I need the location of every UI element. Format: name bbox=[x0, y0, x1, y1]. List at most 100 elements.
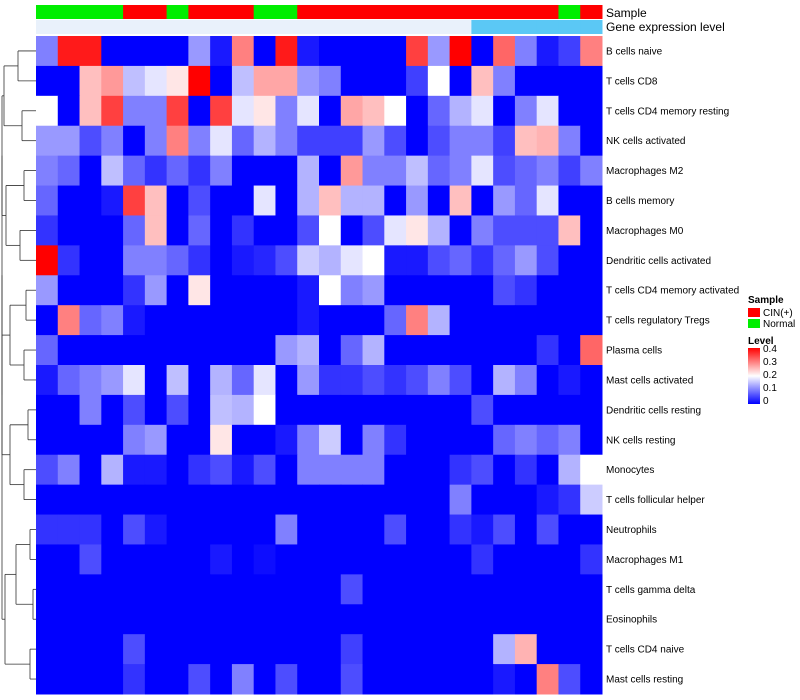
row-label: T cells CD4 memory resting bbox=[606, 106, 729, 117]
heatmap-cell bbox=[144, 65, 168, 97]
heatmap-cell bbox=[57, 664, 81, 695]
legend-level-title: Level bbox=[748, 336, 774, 347]
heatmap-cell bbox=[297, 664, 320, 695]
heatmap-cell bbox=[253, 424, 276, 456]
heatmap-cell bbox=[231, 424, 255, 456]
heatmap-cell bbox=[580, 36, 603, 67]
heatmap-cell bbox=[362, 664, 385, 695]
heatmap-cell bbox=[384, 514, 407, 545]
heatmap-cell bbox=[297, 454, 320, 486]
heatmap-cell bbox=[340, 544, 364, 575]
heatmap-cell bbox=[297, 125, 320, 157]
heatmap-cell bbox=[514, 604, 538, 635]
heatmap-cell bbox=[166, 215, 189, 246]
heatmap-cell bbox=[79, 245, 102, 276]
heatmap-cell bbox=[493, 544, 516, 575]
heatmap-cell bbox=[406, 36, 429, 67]
heatmap-cell bbox=[231, 305, 255, 336]
expression-annotation-cell bbox=[297, 20, 320, 34]
heatmap-cell bbox=[471, 335, 494, 366]
heatmap-cell bbox=[101, 454, 124, 486]
heatmap-cell bbox=[449, 454, 472, 486]
heatmap-cell bbox=[275, 215, 298, 246]
track-label-expression: Gene expression level bbox=[606, 20, 725, 34]
heatmap-cell bbox=[275, 95, 298, 127]
heatmap-cell bbox=[231, 634, 255, 665]
heatmap-cell bbox=[36, 215, 59, 246]
heatmap-cell bbox=[253, 484, 276, 516]
heatmap-cell bbox=[406, 95, 429, 127]
heatmap-cell bbox=[580, 424, 603, 456]
row-label: Monocytes bbox=[606, 465, 654, 476]
heatmap-cell bbox=[319, 275, 342, 306]
heatmap-cell bbox=[297, 365, 320, 396]
heatmap-cell bbox=[536, 634, 559, 665]
heatmap-cell bbox=[79, 185, 102, 216]
heatmap-cell bbox=[384, 574, 407, 605]
heatmap-cell bbox=[144, 664, 168, 695]
expression-annotation-cell bbox=[384, 20, 407, 34]
track-label-sample: Sample bbox=[606, 6, 647, 20]
heatmap-cell bbox=[427, 454, 451, 486]
heatmap-cell bbox=[558, 664, 581, 695]
heatmap-cell bbox=[166, 514, 189, 545]
heatmap-cell bbox=[514, 65, 538, 97]
heatmap-cell bbox=[123, 275, 146, 306]
heatmap-cell bbox=[79, 424, 102, 456]
sample-annotation-cell bbox=[362, 5, 385, 19]
expression-annotation-cell bbox=[231, 20, 255, 34]
heatmap-cell bbox=[471, 454, 494, 486]
heatmap-cell bbox=[427, 125, 451, 157]
heatmap-cell bbox=[57, 215, 81, 246]
heatmap-cell bbox=[166, 155, 189, 187]
heatmap-cell bbox=[144, 634, 168, 665]
sample-annotation-cell bbox=[210, 5, 233, 19]
heatmap-cell bbox=[297, 604, 320, 635]
heatmap-cell bbox=[406, 335, 429, 366]
heatmap-cell bbox=[275, 544, 298, 575]
heatmap-cell bbox=[340, 245, 364, 276]
heatmap-cell bbox=[275, 634, 298, 665]
heatmap-cell bbox=[188, 484, 211, 516]
heatmap-cell bbox=[558, 305, 581, 336]
heatmap-cell bbox=[427, 664, 451, 695]
heatmap-cell bbox=[514, 634, 538, 665]
heatmap-cell bbox=[536, 365, 559, 396]
heatmap-cell bbox=[514, 185, 538, 216]
heatmap-cell bbox=[580, 305, 603, 336]
row-label: T cells follicular helper bbox=[606, 495, 705, 506]
heatmap-cell bbox=[514, 424, 538, 456]
heatmap-cell bbox=[340, 484, 364, 516]
heatmap-cell bbox=[123, 125, 146, 157]
heatmap-cell bbox=[340, 424, 364, 456]
heatmap-cell bbox=[188, 664, 211, 695]
heatmap-cell bbox=[384, 185, 407, 216]
heatmap-cell bbox=[514, 394, 538, 426]
heatmap-cell bbox=[166, 394, 189, 426]
heatmap-cell bbox=[471, 365, 494, 396]
heatmap-cell bbox=[210, 544, 233, 575]
heatmap-cell bbox=[427, 604, 451, 635]
heatmap-cell bbox=[558, 36, 581, 67]
heatmap-cell bbox=[449, 65, 472, 97]
heatmap-cell bbox=[406, 634, 429, 665]
heatmap-cell bbox=[536, 664, 559, 695]
heatmap-cell bbox=[253, 245, 276, 276]
heatmap-cell bbox=[36, 95, 59, 127]
heatmap-cell bbox=[558, 65, 581, 97]
heatmap-cell bbox=[123, 185, 146, 216]
heatmap-cell bbox=[536, 185, 559, 216]
heatmap-cell bbox=[79, 454, 102, 486]
heatmap-cell bbox=[536, 275, 559, 306]
heatmap-cell bbox=[514, 335, 538, 366]
heatmap-cell bbox=[297, 335, 320, 366]
heatmap-cell bbox=[427, 544, 451, 575]
heatmap-cell bbox=[493, 664, 516, 695]
heatmap-cell bbox=[384, 604, 407, 635]
heatmap-cell bbox=[188, 574, 211, 605]
heatmap-cell bbox=[275, 155, 298, 187]
heatmap-cell bbox=[427, 245, 451, 276]
heatmap-cell bbox=[449, 95, 472, 127]
heatmap-cell bbox=[231, 95, 255, 127]
heatmap-cell bbox=[101, 305, 124, 336]
